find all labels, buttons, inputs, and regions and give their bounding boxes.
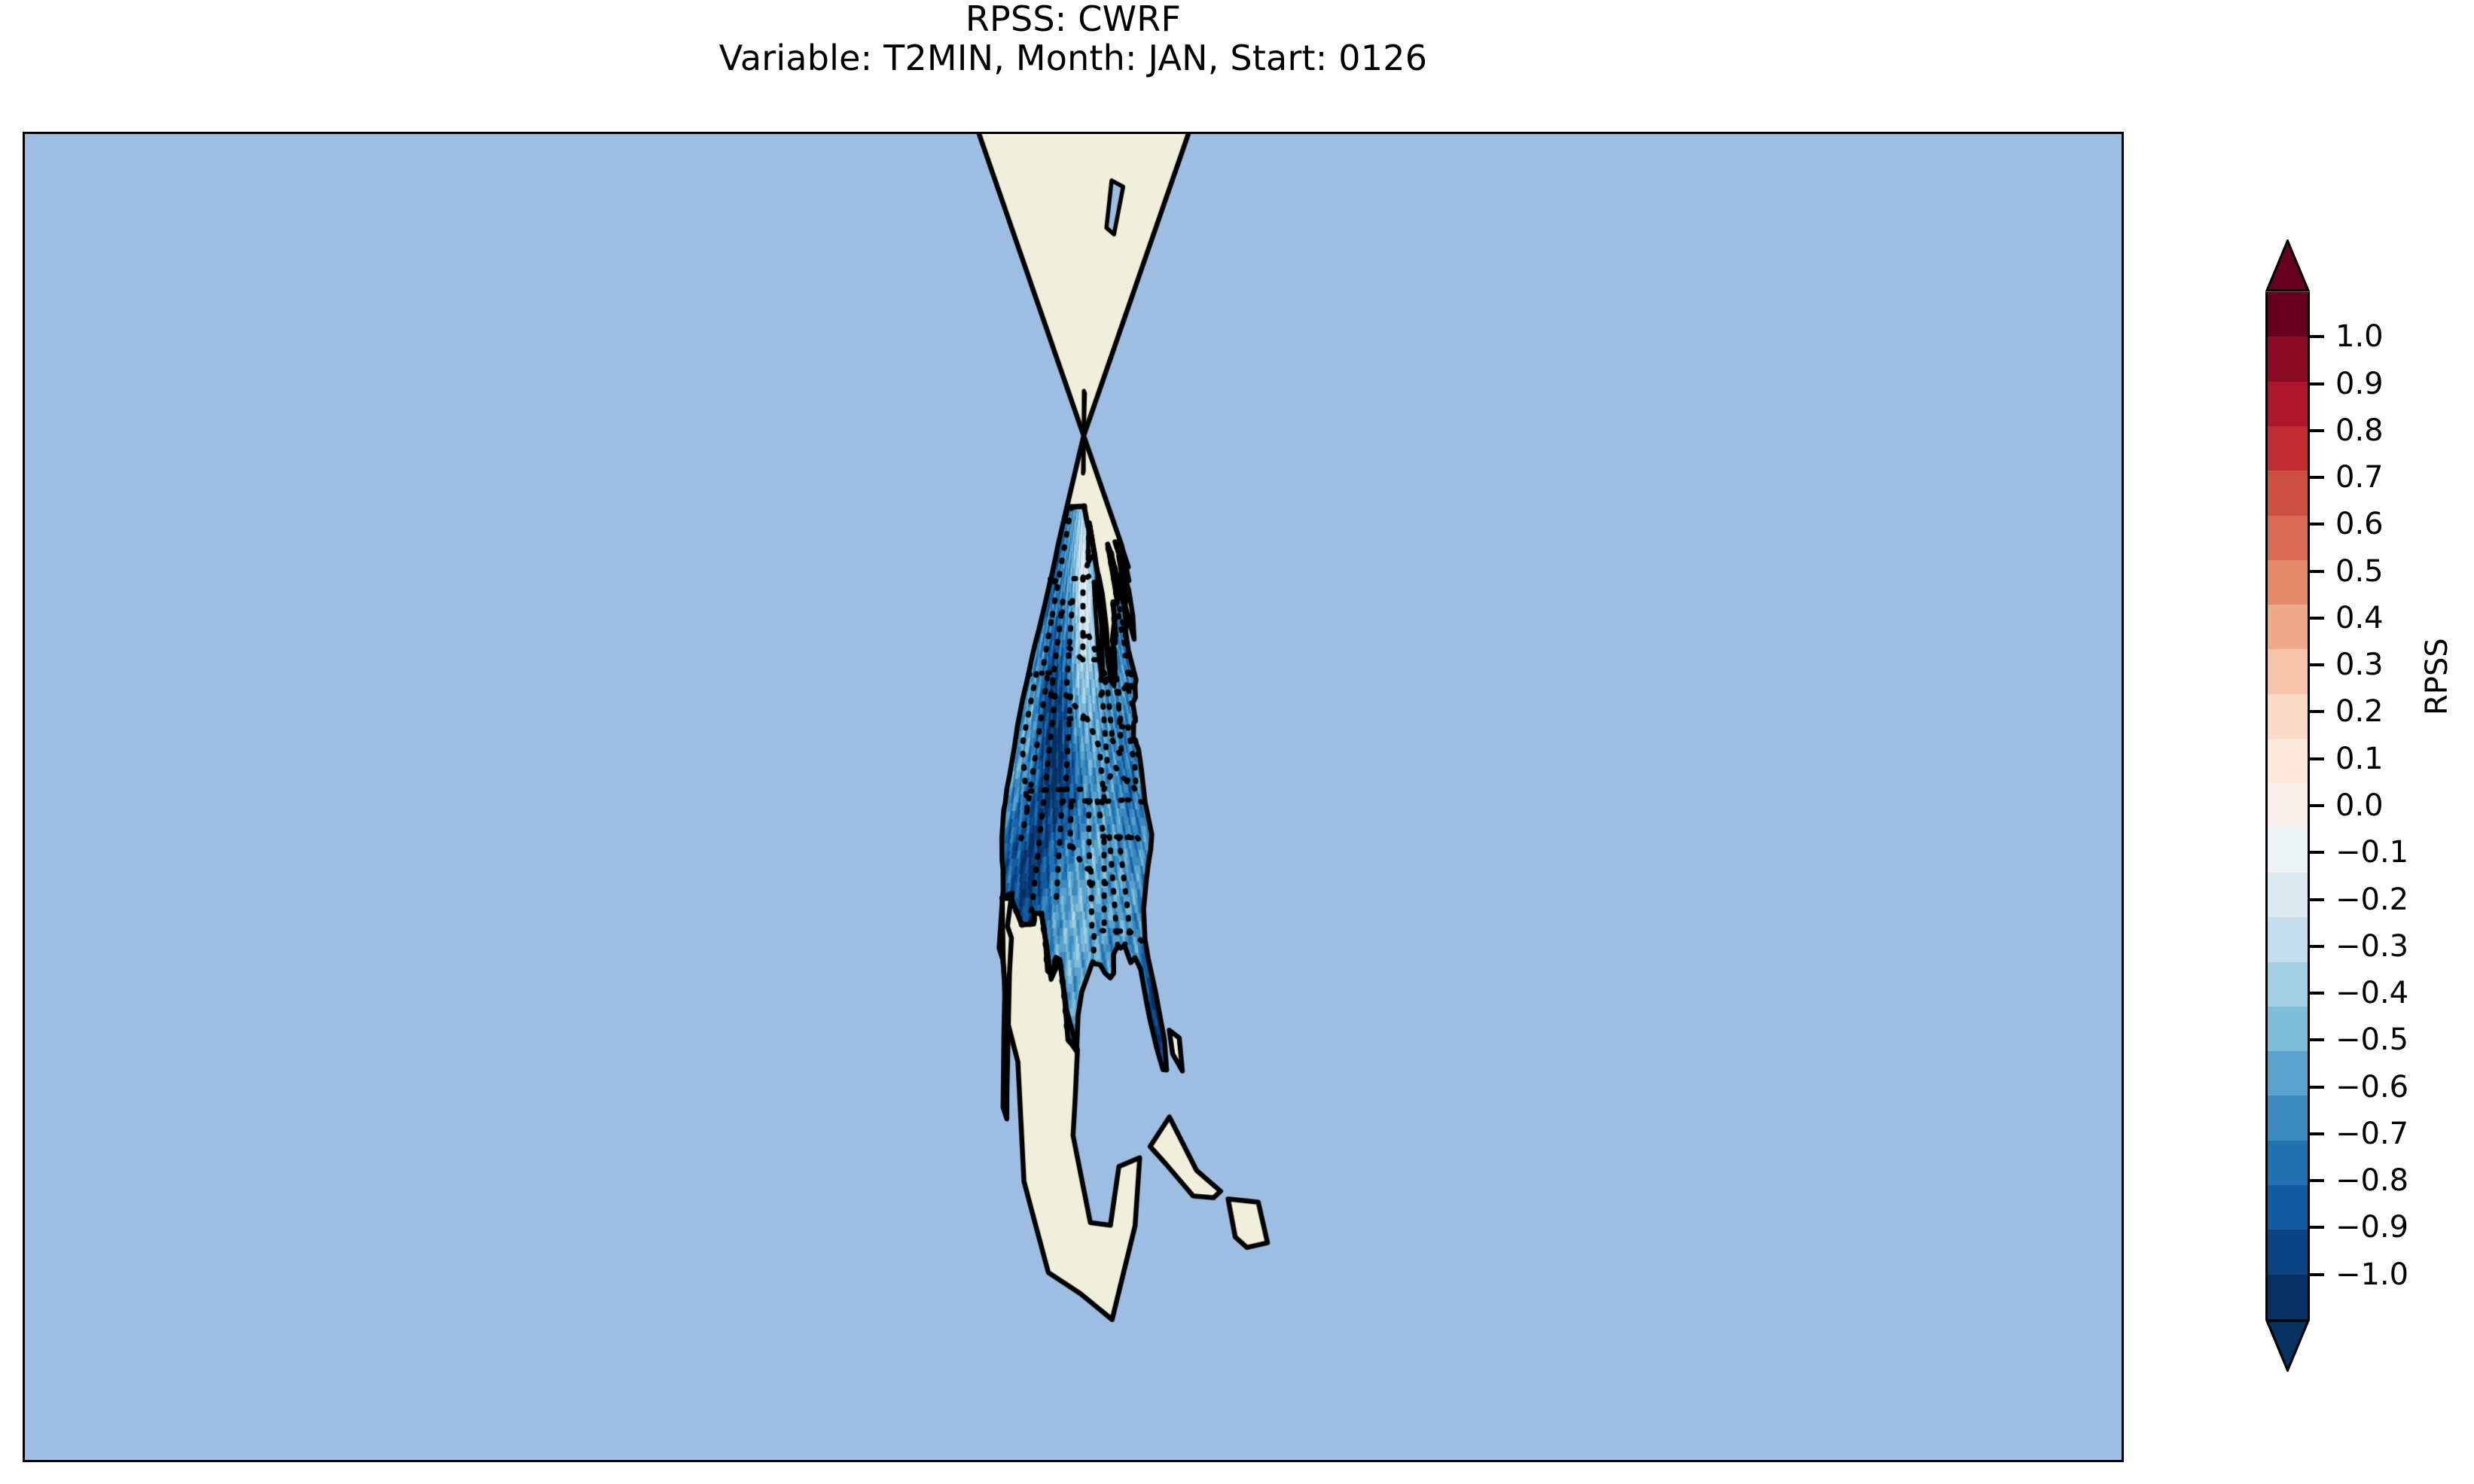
colorbar-tick-label: −0.3 [2335, 928, 2409, 964]
colorbar-band [2265, 739, 2310, 784]
colorbar-tick-label: 1.0 [2335, 319, 2384, 355]
colorbar-tick-mark [2310, 897, 2324, 901]
colorbar-band [2265, 827, 2310, 873]
colorbar-tick-mark [2310, 992, 2324, 995]
colorbar-tick-mark [2310, 1179, 2324, 1183]
colorbar-band [2265, 1095, 2310, 1141]
colorbar-tick-axis: 1.0 0.9 0.8 0.7 0.6 0.5 0.4 0.3 0.2 0.1 0.0 −0.1 −0.… [2310, 292, 2468, 1319]
colorbar-tick-mark [2310, 851, 2324, 855]
rpss-heatmap-canvas[interactable] [25, 134, 2122, 1460]
colorbar-extend-arrow-top [2265, 239, 2310, 292]
colorbar-axis-label: RPSS [2420, 638, 2454, 715]
colorbar-tick-label: 0.4 [2335, 600, 2384, 635]
colorbar-tick-label: 0.0 [2335, 788, 2384, 823]
colorbar-tick-label: 0.2 [2335, 694, 2384, 730]
figure-title-line-2: Variable: T2MIN, Month: JAN, Start: 0126 [718, 37, 1428, 78]
colorbar-band [2265, 872, 2310, 918]
colorbar-tick-label: −0.4 [2335, 976, 2409, 1011]
colorbar-tick-label: −0.5 [2335, 1022, 2409, 1058]
colorbar[interactable]: 1.0 0.9 0.8 0.7 0.6 0.5 0.4 0.3 0.2 0.1 0.0 −0.1 −0.… [2265, 233, 2469, 1372]
colorbar-tick-label: 0.8 [2335, 413, 2384, 448]
colorbar-band [2265, 1140, 2310, 1186]
colorbar-tick-mark [2310, 1085, 2324, 1089]
colorbar-tick-mark [2310, 710, 2324, 714]
colorbar-band [2265, 559, 2310, 605]
colorbar-tick-label: −0.8 [2335, 1163, 2409, 1199]
colorbar-band [2265, 1274, 2310, 1320]
colorbar-tick-mark [2310, 569, 2324, 573]
map-panel[interactable] [23, 132, 2124, 1462]
colorbar-band [2265, 961, 2310, 1007]
colorbar-tick-mark [2310, 804, 2324, 807]
colorbar-tick-mark [2310, 476, 2324, 480]
colorbar-band [2265, 471, 2310, 517]
colorbar-band [2265, 1185, 2310, 1230]
figure-title-line-1: RPSS: CWRF [965, 0, 1182, 39]
colorbar-tick-mark [2310, 1226, 2324, 1230]
colorbar-tick-label: −0.6 [2335, 1069, 2409, 1105]
colorbar-gradient[interactable] [2265, 292, 2310, 1320]
colorbar-extend-arrow-bottom [2265, 1319, 2310, 1372]
colorbar-tick-label: −0.2 [2335, 882, 2409, 917]
colorbar-tick-label: 0.5 [2335, 553, 2384, 589]
colorbar-tick-label: −0.1 [2335, 835, 2409, 870]
figure-title: RPSS: CWRF Variable: T2MIN, Month: JAN, … [0, 0, 2146, 78]
colorbar-band [2265, 381, 2310, 427]
colorbar-band [2265, 783, 2310, 829]
colorbar-tick-mark [2310, 335, 2324, 339]
colorbar-band [2265, 1051, 2310, 1097]
colorbar-tick-label: −1.0 [2335, 1257, 2409, 1292]
colorbar-tick-label: 0.1 [2335, 741, 2384, 776]
colorbar-band [2265, 649, 2310, 695]
colorbar-tick-label: 0.3 [2335, 648, 2384, 683]
colorbar-band [2265, 1006, 2310, 1052]
colorbar-tick-mark [2310, 1132, 2324, 1135]
colorbar-band [2265, 917, 2310, 963]
colorbar-tick-mark [2310, 1038, 2324, 1042]
colorbar-tick-label: −0.9 [2335, 1210, 2409, 1245]
colorbar-band [2265, 292, 2310, 337]
colorbar-tick-mark [2310, 663, 2324, 667]
colorbar-tick-mark [2310, 382, 2324, 385]
colorbar-tick-mark [2310, 757, 2324, 760]
colorbar-band [2265, 515, 2310, 561]
colorbar-band [2265, 693, 2310, 739]
colorbar-tick-mark [2310, 616, 2324, 620]
colorbar-band [2265, 425, 2310, 471]
colorbar-band [2265, 605, 2310, 651]
colorbar-tick-mark [2310, 1272, 2324, 1276]
colorbar-tick-mark [2310, 523, 2324, 526]
colorbar-tick-label: 0.9 [2335, 366, 2384, 401]
colorbar-tick-label: 0.6 [2335, 507, 2384, 542]
colorbar-band [2265, 1230, 2310, 1275]
colorbar-bands [2265, 292, 2310, 1320]
colorbar-outline [2265, 292, 2310, 1319]
colorbar-tick-label: −0.7 [2335, 1116, 2409, 1151]
colorbar-band [2265, 337, 2310, 382]
colorbar-tick-mark [2310, 428, 2324, 432]
colorbar-tick-label: 0.7 [2335, 460, 2384, 495]
colorbar-tick-mark [2310, 944, 2324, 948]
